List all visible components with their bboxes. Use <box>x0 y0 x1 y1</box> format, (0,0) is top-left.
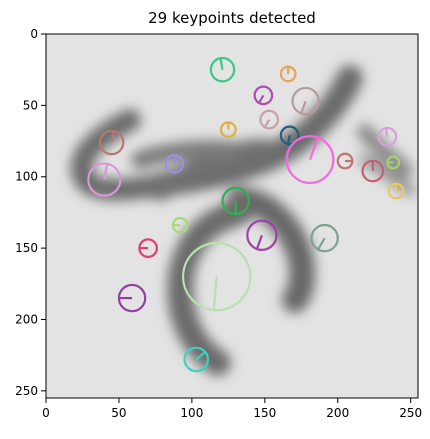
keypoint <box>377 126 398 147</box>
keypoint-orientation <box>212 276 218 311</box>
stroke-mid <box>227 187 316 313</box>
keypoint-orientation <box>173 155 177 165</box>
keypoint <box>183 346 210 373</box>
x-tick-label: 100 <box>180 406 203 420</box>
y-tick-label: 100 <box>15 170 38 184</box>
y-axis: 0 50 100 150 200 250 <box>15 27 46 398</box>
keypoint <box>386 155 401 170</box>
keypoint <box>117 283 147 313</box>
stroke-right <box>357 124 413 178</box>
keypoint <box>171 216 189 234</box>
keypoint <box>279 125 300 146</box>
stroke-upper-arm <box>149 139 276 201</box>
keypoint <box>246 219 278 251</box>
y-tick-label: 50 <box>23 98 38 112</box>
y-tick-label: 150 <box>15 241 38 255</box>
keypoint <box>209 56 236 83</box>
keypoint-circle <box>377 126 398 147</box>
keypoint <box>164 154 185 174</box>
keypoint-circle <box>246 219 278 251</box>
keypoint <box>219 121 237 139</box>
keypoint-orientation <box>384 127 389 137</box>
keypoint-orientation <box>300 100 307 114</box>
keypoint <box>87 162 122 197</box>
plot-area <box>46 34 418 398</box>
keypoint-orientation <box>263 119 271 128</box>
keypoint-circle <box>98 129 125 156</box>
stroke-center-left <box>131 140 239 169</box>
x-axis: 0 50 100 150 200 250 <box>42 398 422 420</box>
x-tick-label: 150 <box>253 406 276 420</box>
keypoint-circle <box>291 86 320 116</box>
x-tick-label: 200 <box>326 406 349 420</box>
keypoint <box>336 152 354 170</box>
keypoint-circle <box>310 223 339 253</box>
keypoint-orientation <box>219 58 224 70</box>
keypoint <box>361 159 385 183</box>
keypoint <box>285 135 335 185</box>
keypoint-orientation <box>287 135 291 145</box>
y-tick-label: 250 <box>15 384 38 398</box>
y-tick-label: 0 <box>30 27 38 41</box>
keypoint-circle <box>285 135 335 185</box>
chart-title: 29 keypoints detected <box>148 9 316 27</box>
keypoint-circle <box>182 242 252 312</box>
keypoint <box>310 223 339 253</box>
keypoint-circle <box>253 85 274 106</box>
keypoint-circle <box>259 109 280 130</box>
keypoint-circle <box>279 125 300 146</box>
keypoint-orientation <box>255 234 263 250</box>
keypoint <box>259 109 280 130</box>
keypoint <box>387 182 405 200</box>
keypoint <box>98 129 125 156</box>
keypoint <box>138 238 158 258</box>
plot-frame <box>45 33 419 399</box>
keypoint-circle <box>87 162 122 197</box>
keypoint-orientation <box>309 137 320 160</box>
stroke-right-lower <box>359 154 416 196</box>
keypoint-circle <box>164 154 185 174</box>
x-tick-label: 50 <box>111 406 126 420</box>
stroke-down <box>167 199 253 376</box>
keypoint-circle <box>209 56 236 83</box>
keypoint <box>291 86 320 116</box>
keypoint-circle <box>183 346 210 373</box>
keypoint-orientation <box>195 351 206 361</box>
keypoints <box>87 56 405 373</box>
y-tick-label: 200 <box>15 312 38 326</box>
x-tick-label: 250 <box>399 406 422 420</box>
keypoint-orientation <box>103 163 109 180</box>
keypoint <box>253 85 274 106</box>
keypoint-orientation <box>317 237 326 251</box>
keypoint-orientation <box>258 94 265 104</box>
keypoint-orientation <box>110 130 115 143</box>
keypoint <box>182 242 252 312</box>
keypoint <box>221 186 250 216</box>
keypoint <box>279 65 297 83</box>
x-tick-label: 0 <box>42 406 50 420</box>
